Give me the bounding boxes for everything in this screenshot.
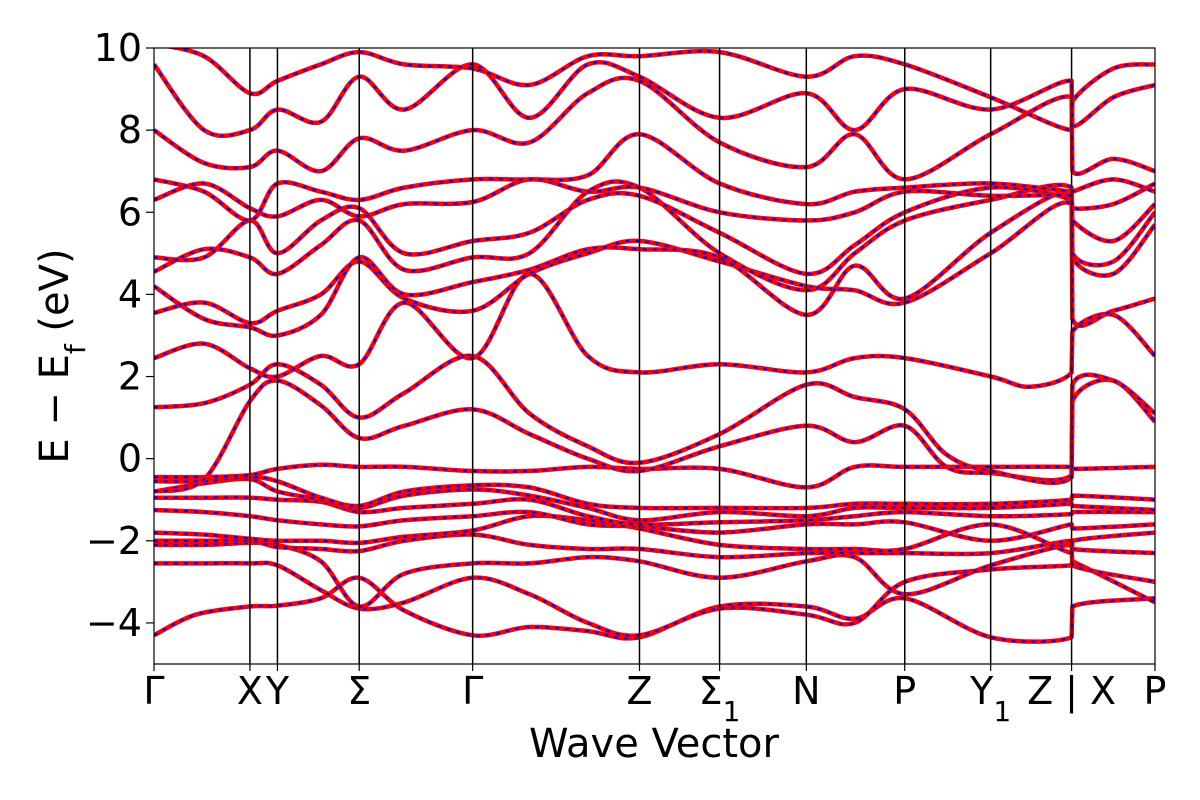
y-tick-label: −4 xyxy=(86,601,142,645)
x-tick-label: P xyxy=(1144,669,1167,713)
y-axis-title: E − Ef (eV) xyxy=(32,248,92,463)
x-tick-label: Σ xyxy=(347,669,371,713)
band-line-blue-3 xyxy=(154,533,1155,559)
y-axis: −4 −2 0 2 4 6 8 10 xyxy=(86,26,154,645)
band-line-blue-21 xyxy=(171,48,1155,132)
x-axis: Γ X Y Σ Γ Z Σ1 N P Y1 Z | X P xyxy=(143,664,1166,728)
band-line-blue-7 xyxy=(154,477,1155,522)
band-line-red-15 xyxy=(154,179,1155,293)
band-line-blue-0 xyxy=(154,576,1155,643)
y-tick-label: 2 xyxy=(118,355,142,399)
x-tick-label: Γ xyxy=(143,669,164,713)
x-tick-label: N xyxy=(792,669,820,713)
y-tick-label: 8 xyxy=(118,108,142,152)
x-tick-label: Γ xyxy=(462,669,483,713)
y-tick-label: 6 xyxy=(118,190,142,234)
band-line-blue-8 xyxy=(154,475,1155,510)
y-tick-label: −2 xyxy=(86,519,142,563)
plot-frame xyxy=(153,47,1156,665)
x-tick-label: Y xyxy=(265,669,290,713)
x-tick-label: Z | X xyxy=(1027,669,1116,714)
band-line-blue-12 xyxy=(154,272,1155,388)
high-symmetry-lines xyxy=(249,48,1073,664)
x-tick-label: X xyxy=(237,669,263,713)
bands-layer xyxy=(154,48,1155,644)
x-tick-label: Σ1 xyxy=(699,669,741,728)
y-tick-label: 0 xyxy=(118,437,142,481)
x-tick-label: Y1 xyxy=(969,669,1011,728)
x-axis-title: Wave Vector xyxy=(529,721,780,767)
y-tick-label: 4 xyxy=(118,272,142,316)
x-tick-label: P xyxy=(893,669,916,713)
band-line-red-18 xyxy=(154,131,1155,223)
y-tick-label: 10 xyxy=(94,26,142,70)
x-tick-label: Z xyxy=(626,669,652,713)
band-line-red-17 xyxy=(154,177,1155,223)
